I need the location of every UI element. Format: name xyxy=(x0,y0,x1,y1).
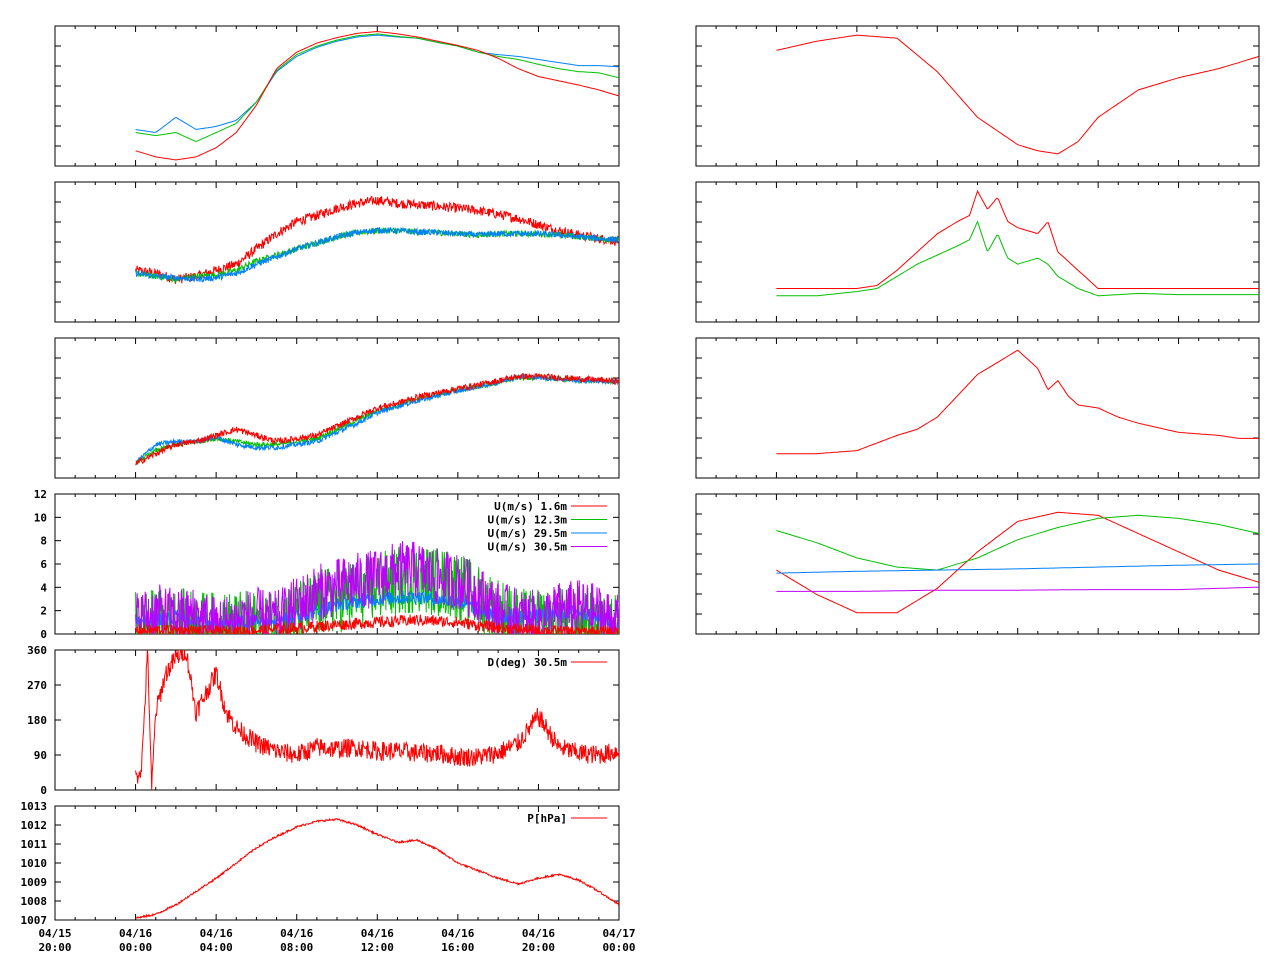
series-line-blue xyxy=(135,34,619,133)
x-tick-time: 20:00 xyxy=(38,941,71,954)
series-line-red xyxy=(135,195,619,284)
chart-panel-right-1 xyxy=(695,25,1260,167)
x-tick-time: 00:00 xyxy=(602,941,635,954)
x-tick-date: 04/15 xyxy=(38,927,71,940)
chart-panel-left-3 xyxy=(54,337,620,479)
y-tick-label: 1007 xyxy=(21,914,48,927)
legend-label: U(m/s) 1.6m xyxy=(494,500,567,513)
series-line-purple xyxy=(776,586,1259,592)
series-line-red xyxy=(135,30,619,161)
x-tick-time: 12:00 xyxy=(361,941,394,954)
chart-panel-left-2 xyxy=(54,181,620,323)
x-tick-time: 20:00 xyxy=(522,941,555,954)
series-line-green xyxy=(776,220,1259,297)
y-tick-label: 0 xyxy=(40,784,47,797)
plot-frame xyxy=(54,337,620,479)
x-tick-time: 16:00 xyxy=(441,941,474,954)
series-line-red xyxy=(776,511,1259,614)
x-tick-date: 04/16 xyxy=(361,927,394,940)
series-line-red xyxy=(776,189,1259,289)
y-tick-label: 12 xyxy=(34,488,47,501)
y-tick-label: 6 xyxy=(40,558,47,571)
y-tick-label: 270 xyxy=(27,679,47,692)
x-tick-date: 04/16 xyxy=(200,927,233,940)
y-tick-label: 1008 xyxy=(21,895,48,908)
chart-panel-left-1 xyxy=(54,25,620,167)
y-tick-label: 2 xyxy=(40,605,47,618)
legend-label: U(m/s) 12.3m xyxy=(488,514,568,527)
plot-frame xyxy=(695,493,1260,635)
series-line-red xyxy=(776,349,1259,455)
series-line-red xyxy=(135,614,619,634)
chart-panel-right-2 xyxy=(695,181,1260,323)
series-line-green xyxy=(776,514,1259,571)
y-tick-label: 1012 xyxy=(21,819,48,832)
x-tick-time: 00:00 xyxy=(119,941,152,954)
y-tick-label: 360 xyxy=(27,644,47,657)
y-tick-label: 0 xyxy=(40,628,47,641)
plot-frame xyxy=(695,337,1260,479)
x-tick-date: 04/16 xyxy=(119,927,152,940)
series-line-red xyxy=(776,34,1259,155)
x-tick-date: 04/17 xyxy=(602,927,635,940)
series-line-blue xyxy=(135,373,619,466)
y-tick-label: 8 xyxy=(40,535,47,548)
y-tick-label: 1010 xyxy=(21,857,48,870)
y-tick-label: 1013 xyxy=(21,800,48,813)
series-line-green xyxy=(135,373,619,466)
chart-panel-left-4: 0 2 4 6 8 10 12 U(m/s) 1.6mU(m/s) 12.3mU(m/s) 2… xyxy=(34,488,620,641)
x-tick-date: 04/16 xyxy=(522,927,555,940)
series-line-blue xyxy=(135,226,619,284)
y-tick-label: 10 xyxy=(34,511,47,524)
series-line-red xyxy=(135,650,619,790)
y-tick-label: 1011 xyxy=(21,838,48,851)
x-tick-date: 04/16 xyxy=(441,927,474,940)
x-tick-time: 08:00 xyxy=(280,941,313,954)
plot-frame xyxy=(695,25,1260,167)
x-tick-time: 04:00 xyxy=(200,941,233,954)
series-line-red xyxy=(135,372,619,466)
chart-panel-left-6: 1007 1008 1009 1010 1011 1012 1013 P[hPa] xyxy=(21,800,620,927)
chart-panel-right-4 xyxy=(695,493,1260,635)
y-tick-label: 90 xyxy=(34,749,47,762)
series-line-red xyxy=(135,817,619,919)
series-line-blue xyxy=(776,563,1259,574)
plot-frame xyxy=(54,25,620,167)
series-line-green xyxy=(135,226,619,283)
series-line-green xyxy=(135,33,619,142)
chart-panel-left-5: 0 90 180 270 360 D(deg) 30.5m xyxy=(27,644,620,797)
y-tick-label: 1009 xyxy=(21,876,48,889)
y-tick-label: 4 xyxy=(40,581,47,594)
legend-label: U(m/s) 29.5m xyxy=(488,527,568,540)
plot-frame xyxy=(695,181,1260,323)
legend-label: P[hPa] xyxy=(527,812,567,825)
y-tick-label: 180 xyxy=(27,714,47,727)
legend-label: U(m/s) 30.5m xyxy=(488,541,568,554)
chart-panel-right-3 xyxy=(695,337,1260,479)
legend-label: D(deg) 30.5m xyxy=(488,656,568,669)
plot-frame xyxy=(54,181,620,323)
x-tick-date: 04/16 xyxy=(280,927,313,940)
